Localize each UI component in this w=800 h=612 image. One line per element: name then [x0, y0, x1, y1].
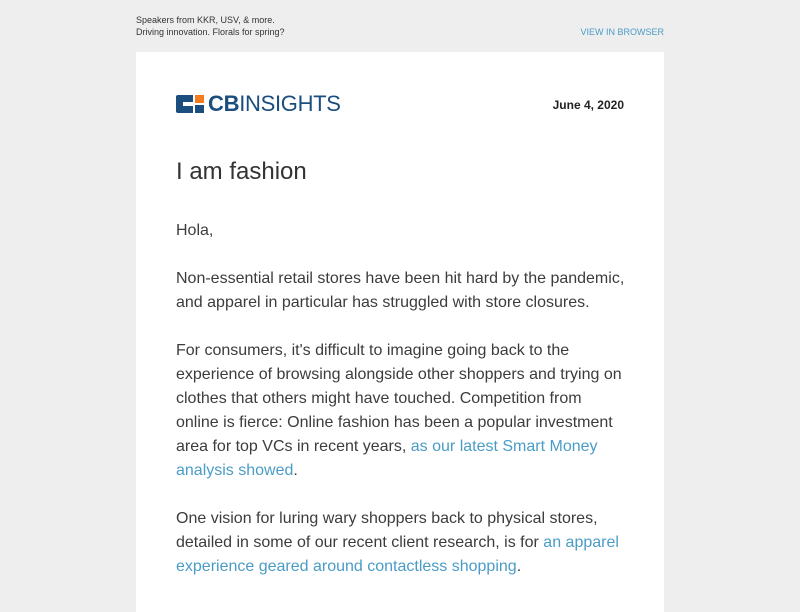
paragraph-1: Non-essential retail stores have been hi…	[176, 270, 625, 311]
smart-money-analysis-link[interactable]: as our latest Smart Money analysis showe…	[176, 438, 598, 479]
email-title: I am fashion	[176, 158, 307, 185]
email-card: CBINSIGHTS June 4, 2020 I am fashion Hol…	[136, 52, 664, 612]
cb-insights-logo-icon	[176, 95, 204, 113]
email-body: Hola, Non-essential retail stores have b…	[176, 219, 628, 603]
preheader-line-2: Driving innovation. Florals for spring?	[136, 27, 285, 37]
preheader-line-1: Speakers from KKR, USV, & more.	[136, 15, 275, 25]
greeting: Hola,	[176, 222, 214, 239]
contactless-shopping-link[interactable]: an apparel experience geared around cont…	[176, 534, 619, 575]
view-in-browser-link[interactable]: VIEW IN BROWSER	[580, 27, 664, 37]
paragraph-2: For consumers, it's difficult to imagine…	[176, 342, 622, 479]
logo-text: CBINSIGHTS	[208, 91, 341, 116]
cb-insights-logo[interactable]: CBINSIGHTS	[176, 93, 341, 115]
email-date: June 4, 2020	[552, 98, 624, 112]
email-preheader: Speakers from KKR, USV, & more. Driving …	[136, 14, 285, 38]
paragraph-3: One vision for luring wary shoppers back…	[176, 510, 619, 575]
